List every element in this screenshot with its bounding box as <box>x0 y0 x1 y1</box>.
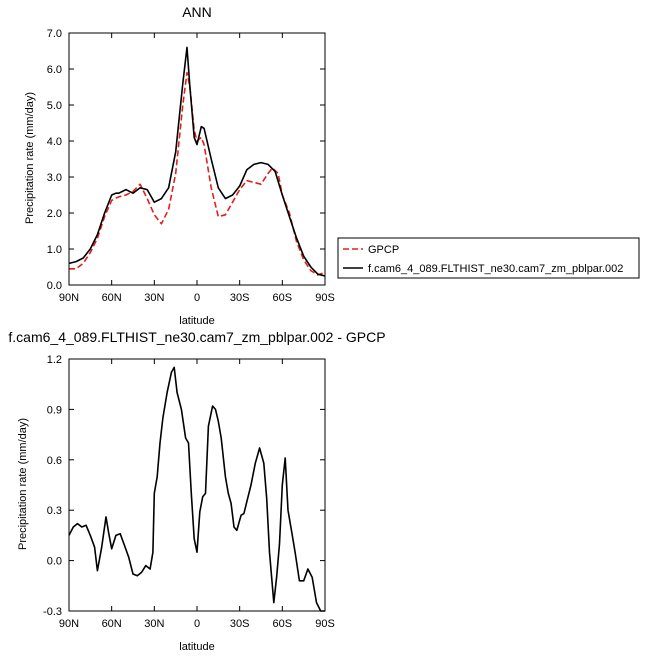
top-plot-frame <box>68 32 326 286</box>
top-panel: ANN Precipitation rate (mm/day) latitude… <box>24 4 335 327</box>
bottom-y-tick-label: 0.0 <box>47 556 62 568</box>
bottom-chart-title: f.cam6_4_089.FLTHIST_ne30.cam7_zm_pblpar… <box>8 329 385 345</box>
legend-label-model: f.cam6_4_089.FLTHIST_ne30.cam7_zm_pblpar… <box>368 263 623 275</box>
top-axis-ticks: 90N 60N 30N 0 30S 60S 90S 0.0 1.0 2.0 3.0 4.0 5.0 6.0… <box>47 28 335 304</box>
bottom-x-tick-label: 90S <box>315 618 335 630</box>
top-x-tick-label: 60N <box>102 292 122 304</box>
bottom-plot-frame <box>68 358 326 612</box>
top-x-tick-label: 90S <box>315 292 335 304</box>
top-x-tick-label: 30N <box>144 292 164 304</box>
bottom-x-tick-label: 30S <box>230 618 250 630</box>
bottom-y-tick-label: 0.9 <box>47 404 62 416</box>
top-y-tick-label: 0.0 <box>47 280 62 292</box>
bottom-y-axis-label: Precipitation rate (mm/day) <box>17 418 29 550</box>
top-y-tick-label: 3.0 <box>47 172 62 184</box>
top-y-tick-label: 4.0 <box>47 136 62 148</box>
top-series-lines <box>68 46 326 277</box>
top-y-tick-label: 5.0 <box>47 100 62 112</box>
bottom-x-tick-label: 60S <box>273 618 293 630</box>
legend-label-gpcp: GPCP <box>368 244 399 256</box>
top-y-tick-label: 2.0 <box>47 208 62 220</box>
top-x-tick-label: 0 <box>194 292 200 304</box>
bottom-y-tick-label: 0.6 <box>47 455 62 467</box>
legend: GPCP f.cam6_4_089.FLTHIST_ne30.cam7_zm_p… <box>337 237 640 279</box>
top-x-axis-label: latitude <box>179 315 214 327</box>
bottom-y-tick-label: 0.3 <box>47 505 62 517</box>
top-x-tick-label: 30S <box>230 292 250 304</box>
bottom-axis-ticks: 90N 60N 30N 0 30S 60S 90S -0.3 0.0 0.3 0.6 0.9 1.2 <box>43 354 335 630</box>
legend-box <box>337 237 640 279</box>
top-y-axis-label: Precipitation rate (mm/day) <box>24 92 36 224</box>
top-x-tick-label: 60S <box>273 292 293 304</box>
bottom-panel: f.cam6_4_089.FLTHIST_ne30.cam7_zm_pblpar… <box>8 329 385 653</box>
bottom-x-tick-label: 60N <box>102 618 122 630</box>
bottom-series-line-0 <box>68 366 325 612</box>
bottom-x-tick-label: 30N <box>144 618 164 630</box>
bottom-y-tick-label: 1.2 <box>47 354 62 366</box>
top-series-line-1 <box>68 46 326 277</box>
bottom-x-tick-label: 90N <box>59 618 79 630</box>
bottom-x-axis-label: latitude <box>179 641 214 653</box>
top-y-tick-label: 1.0 <box>47 244 62 256</box>
top-chart-title: ANN <box>182 4 212 20</box>
bottom-y-tick-label: -0.3 <box>43 606 62 618</box>
bottom-x-tick-label: 0 <box>194 618 200 630</box>
top-x-tick-label: 90N <box>59 292 79 304</box>
bottom-series-lines <box>68 366 325 612</box>
top-y-tick-label: 7.0 <box>47 28 62 40</box>
top-y-tick-label: 6.0 <box>47 64 62 76</box>
top-series-line-0 <box>69 71 326 276</box>
